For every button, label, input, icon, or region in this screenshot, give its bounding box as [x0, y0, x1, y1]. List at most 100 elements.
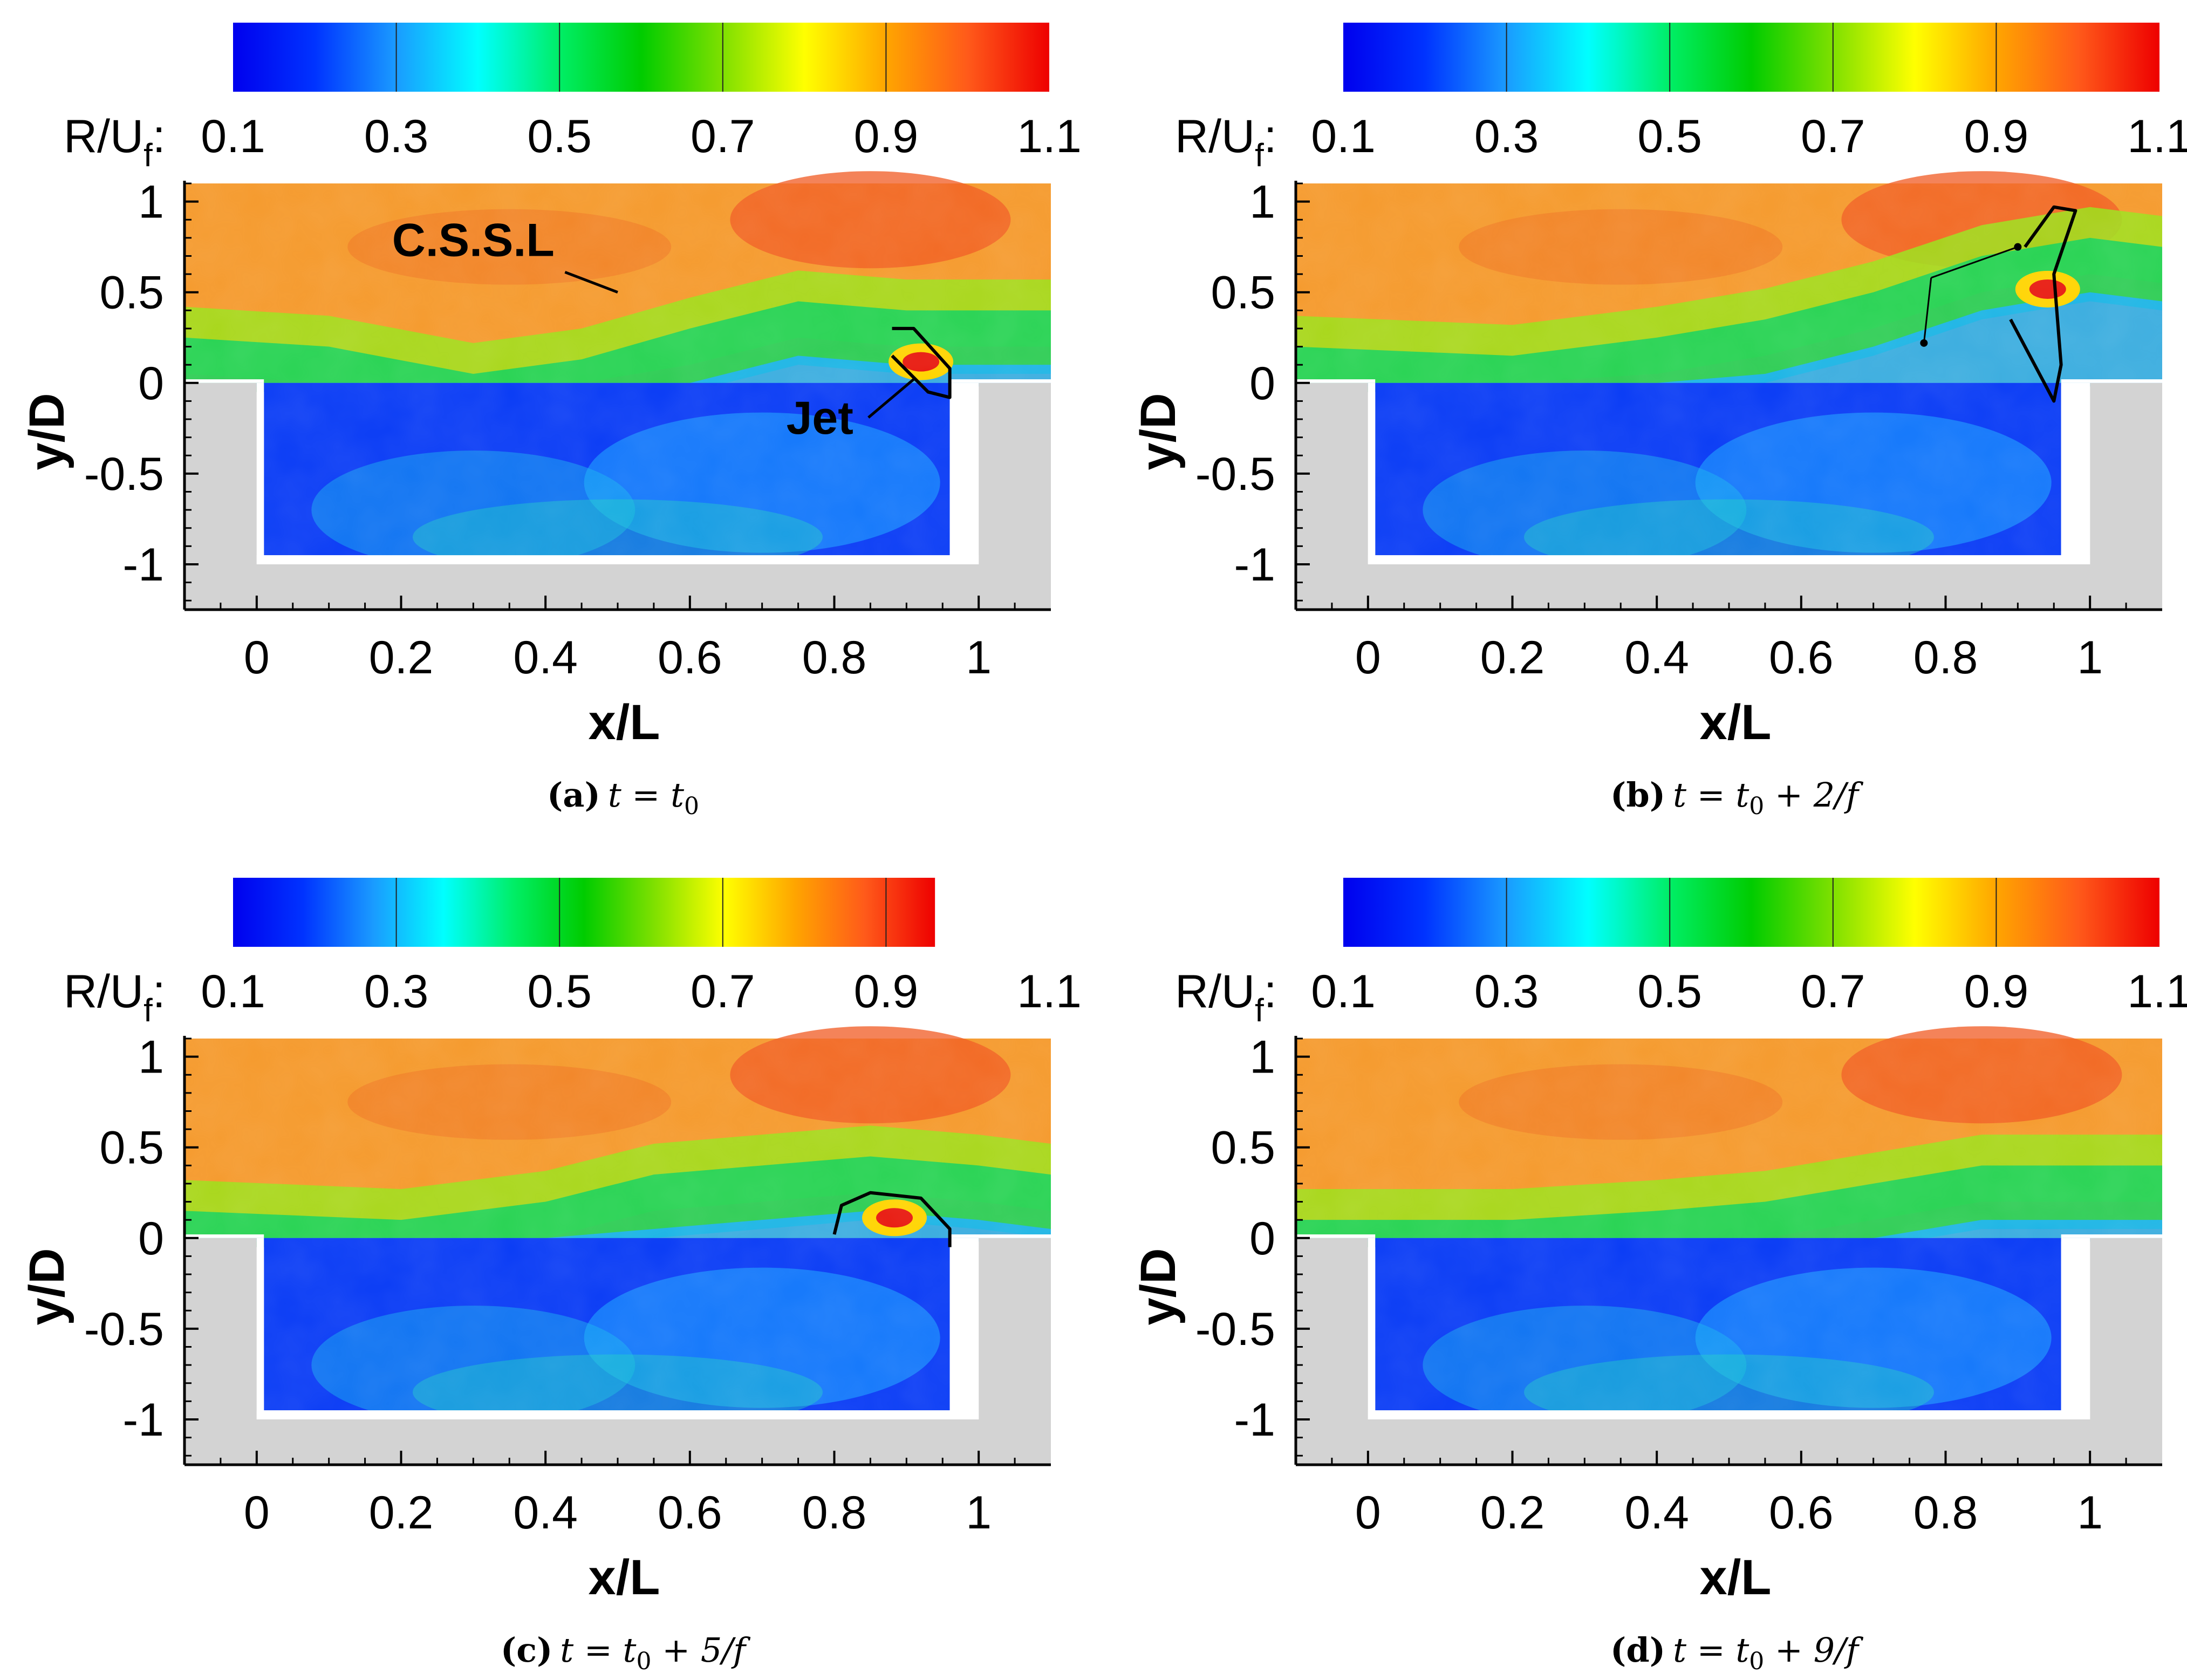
x-tick-label: 0.2 [369, 1487, 434, 1539]
cavity-gap [2061, 379, 2162, 383]
x-tick-label: 1 [2077, 632, 2103, 684]
cavity-gap [1296, 379, 1376, 383]
arrow-head [1920, 339, 1928, 347]
turbulence-texture [1296, 1039, 2162, 1411]
axes: 1 0.5 0 -0.5 -1 0 0.2 0.4 0.6 0.8 1 x/L y/D [19, 176, 1051, 750]
annotation-label: Jet [787, 392, 853, 444]
colorbar-tick-label: 0.1 [201, 966, 265, 1017]
colorbar-label-colon: : [153, 966, 166, 1017]
y-tick-label: 0 [138, 358, 164, 409]
axes: 1 0.5 0 -0.5 -1 0 0.2 0.4 0.6 0.8 1 x/L y/D [1131, 1032, 2162, 1605]
colorbar-tick-label: 1.1 [2127, 966, 2187, 1017]
y-tick-label: 1 [1249, 1032, 1275, 1083]
x-tick-label: 0 [244, 632, 270, 684]
x-tick-label: 0.6 [1769, 632, 1834, 684]
colorbar-label-main: R/U [64, 111, 143, 162]
y-tick-label: -1 [123, 1394, 164, 1446]
caption-rest: + 2/f [1764, 775, 1864, 815]
y-tick-label: -1 [123, 539, 164, 591]
cavity-gap [1296, 1234, 1376, 1238]
y-tick-label: 1 [138, 1032, 164, 1083]
x-tick-label: 0.6 [658, 632, 722, 684]
x-tick-label: 1 [966, 632, 992, 684]
colorbar-tick-label: 0.7 [691, 111, 755, 162]
panel-a: R/Uf: 0.1 0.3 0.5 0.7 0.9 1.1C.S.S.LJet10.50-0… [19, 23, 1082, 820]
colorbar-label-sub: f [1255, 137, 1264, 173]
x-tick-label: 0 [1355, 632, 1381, 684]
colorbar-label-colon: : [1264, 111, 1277, 162]
caption-subscript: 0 [1749, 793, 1764, 820]
colorbar-tick-label: 0.5 [1637, 966, 1702, 1017]
x-tick-label: 0.8 [802, 1487, 867, 1539]
cavity-gap [1368, 1410, 2090, 1419]
colorbar-label: R/Uf: [64, 111, 166, 173]
colorbar-tick-label: 0.5 [527, 966, 592, 1017]
cavity-gap [256, 383, 264, 564]
arrow-head [2014, 243, 2022, 251]
colorbar [1343, 23, 2159, 92]
y-tick-label: 0.5 [1211, 1122, 1275, 1174]
cavity-wall [1296, 379, 2162, 610]
annotation-label: C.S.S.L [392, 214, 555, 266]
y-tick-label: 0 [1249, 358, 1275, 409]
y-tick-label: -0.5 [1195, 448, 1275, 500]
y-axis-label: y/D [19, 1248, 74, 1325]
colorbar-tick-label: 0.1 [201, 111, 265, 162]
cavity-gap [1368, 1238, 1376, 1419]
x-axis-label: x/L [589, 695, 660, 750]
caption-letter: (b) [1610, 775, 1665, 815]
jet-outline [2009, 205, 2077, 403]
contour-field [184, 1026, 1051, 1430]
x-tick-label: 0.4 [513, 1487, 578, 1539]
colorbar-tick-label: 0.5 [1637, 111, 1702, 162]
cavity-gap [2061, 1234, 2162, 1238]
axes: 1 0.5 0 -0.5 -1 0 0.2 0.4 0.6 0.8 1 x/L y/D [1131, 176, 2162, 750]
cavity-wall [1296, 1234, 2162, 1465]
caption-subscript: 0 [684, 793, 699, 820]
panel-d: R/Uf: 0.1 0.3 0.5 0.7 0.9 1.110.50-0.5-10 0.2 0.… [1131, 878, 2187, 1675]
x-tick-label: 0 [244, 1487, 270, 1539]
cavity-gap [1368, 383, 1376, 564]
colorbar-tick-label: 0.3 [1474, 966, 1539, 1017]
cavity-gap [2061, 1238, 2090, 1419]
x-tick-label: 0.8 [802, 632, 867, 684]
cavity-floor [1296, 564, 2162, 610]
y-tick-label: 0.5 [1211, 267, 1275, 319]
y-tick-label: 0.5 [99, 267, 164, 319]
y-tick-label: 0 [1249, 1213, 1275, 1265]
panel-caption: (d) t = t0 + 9/f [1610, 1630, 1864, 1675]
colorbar-label-sub: f [1255, 992, 1264, 1028]
y-axis-label: y/D [19, 393, 74, 470]
panel-caption: (c) t = t0 + 5/f [501, 1630, 751, 1675]
cavity-gap [256, 555, 979, 564]
colorbar-tick-label: 0.9 [1964, 111, 2029, 162]
colorbar-tick-label: 0.3 [364, 966, 429, 1017]
y-tick-label: 0 [138, 1213, 164, 1265]
y-tick-label: 0.5 [99, 1122, 164, 1174]
cavity-gap [949, 1234, 1051, 1238]
cavity-gap [184, 379, 264, 383]
turbulence-texture [184, 183, 1051, 556]
x-tick-label: 0 [1355, 1487, 1381, 1539]
cavity-floor [184, 1419, 1051, 1465]
colorbar-tick-label: 0.3 [364, 111, 429, 162]
colorbar-label-colon: : [153, 111, 166, 162]
colorbar-tick-label: 0.1 [1311, 966, 1376, 1017]
colorbar-tick-label: 0.7 [1801, 966, 1865, 1017]
cavity-gap [2061, 383, 2090, 564]
colorbar-label: R/Uf: [1175, 111, 1277, 173]
caption-letter: (a) [547, 775, 600, 815]
x-tick-label: 0.8 [1913, 1487, 1978, 1539]
x-axis-label: x/L [1700, 1550, 1772, 1605]
y-axis-label: y/D [1131, 393, 1186, 470]
x-tick-label: 0.4 [513, 632, 578, 684]
cavity-floor [1296, 1419, 2162, 1465]
y-tick-label: -0.5 [1195, 1303, 1275, 1355]
x-tick-label: 0.8 [1913, 632, 1978, 684]
caption-subscript: 0 [636, 1648, 651, 1675]
colorbar-label-sub: f [143, 992, 153, 1028]
caption-equation: t = t [1673, 775, 1749, 815]
y-tick-label: -0.5 [84, 1303, 164, 1355]
caption-equation: t = t [1673, 1630, 1749, 1670]
